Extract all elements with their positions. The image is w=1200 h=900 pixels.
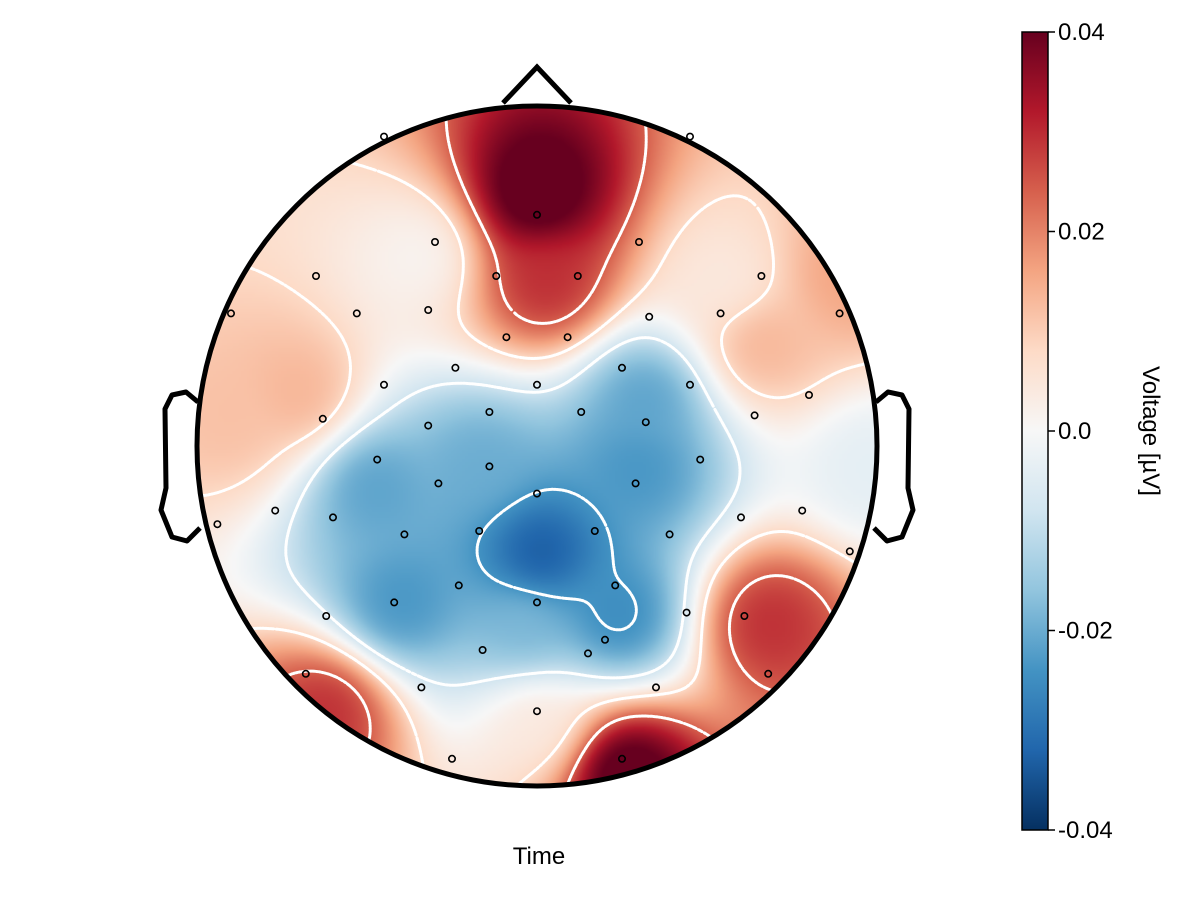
electrode-marker	[532, 489, 541, 498]
electrode-marker	[757, 271, 766, 280]
electrode-marker	[322, 611, 331, 620]
colorbar-tick-label: -0.04	[1058, 817, 1113, 844]
electrode-marker	[447, 754, 456, 763]
electrode-marker	[631, 479, 640, 488]
colorbar-tick-label: 0.02	[1058, 219, 1105, 246]
electrode-marker	[451, 363, 460, 372]
electrode-marker	[764, 669, 773, 678]
electrode-marker	[492, 271, 501, 280]
nose-outline	[501, 63, 573, 105]
electrode-marker	[716, 309, 725, 318]
electrode-marker	[485, 462, 494, 471]
electrode-marker	[213, 520, 222, 529]
colorbar-tick-label: 0.04	[1058, 19, 1105, 46]
electrode-marker	[430, 238, 439, 247]
electrode-marker	[502, 333, 511, 342]
electrode-marker	[563, 333, 572, 342]
voltage-field	[197, 106, 877, 786]
electrode-marker	[532, 380, 541, 389]
electrode-marker	[583, 649, 592, 658]
electrode-marker	[590, 526, 599, 535]
electrode-marker	[532, 707, 541, 716]
head-outline	[194, 103, 880, 789]
electrode-marker	[845, 547, 854, 556]
left-ear-outline	[158, 389, 202, 544]
electrode-marker	[417, 683, 426, 692]
electrode-marker	[617, 363, 626, 372]
electrode-marker	[301, 669, 310, 678]
electrode-marker	[434, 479, 443, 488]
electrode-marker	[685, 380, 694, 389]
electrode-marker	[227, 309, 236, 318]
electrode-marker	[379, 132, 388, 141]
colorbar-tick-label: -0.02	[1058, 618, 1113, 645]
electrode-marker	[600, 635, 609, 644]
electrode-marker	[454, 581, 463, 590]
electrode-marker	[641, 418, 650, 427]
electrode-marker	[400, 530, 409, 539]
electrode-marker	[645, 312, 654, 321]
electrode-marker	[485, 407, 494, 416]
electrode-marker	[328, 513, 337, 522]
electrode-marker	[311, 271, 320, 280]
electrode-markers	[213, 132, 854, 763]
electrode-marker	[750, 411, 759, 420]
electrode-marker	[736, 513, 745, 522]
electrode-marker	[577, 407, 586, 416]
electrode-marker	[685, 132, 694, 141]
electrode-marker	[424, 421, 433, 430]
electrode-marker	[271, 506, 280, 515]
electrode-marker	[651, 683, 660, 692]
colorbar-label: Voltage [µV]	[1137, 366, 1164, 496]
electrode-marker	[611, 581, 620, 590]
electrode-marker	[682, 608, 691, 617]
colorbar-tick-label: 0.0	[1058, 418, 1091, 445]
electrode-marker	[532, 598, 541, 607]
voltage-field-image	[197, 106, 877, 786]
electrode-marker	[424, 305, 433, 314]
electrode-marker	[318, 414, 327, 423]
electrode-marker	[475, 526, 484, 535]
electrode-marker	[804, 390, 813, 399]
electrode-marker	[379, 380, 388, 389]
colorbar-ticks: -0.04 -0.02 0.0 0.02 0.04	[1048, 19, 1113, 844]
electrode-marker	[390, 598, 399, 607]
electrode-marker	[798, 506, 807, 515]
electrode-marker	[696, 455, 705, 464]
electrode-marker	[835, 309, 844, 318]
electrode-marker	[532, 210, 541, 219]
electrode-marker	[665, 530, 674, 539]
contour-line	[475, 487, 638, 632]
colorbar: -0.04 -0.02 0.0 0.02 0.04 Voltage [µV]	[1021, 19, 1164, 844]
electrode-marker	[740, 611, 749, 620]
electrode-marker	[373, 455, 382, 464]
x-axis-label: Time	[513, 843, 565, 870]
electrode-marker	[573, 271, 582, 280]
electrode-marker	[634, 238, 643, 247]
right-ear-outline	[872, 389, 916, 544]
colorbar-gradient	[1021, 31, 1049, 831]
electrode-marker	[617, 754, 626, 763]
electrode-marker	[478, 645, 487, 654]
contour-line	[284, 336, 742, 687]
electrode-marker	[352, 309, 361, 318]
